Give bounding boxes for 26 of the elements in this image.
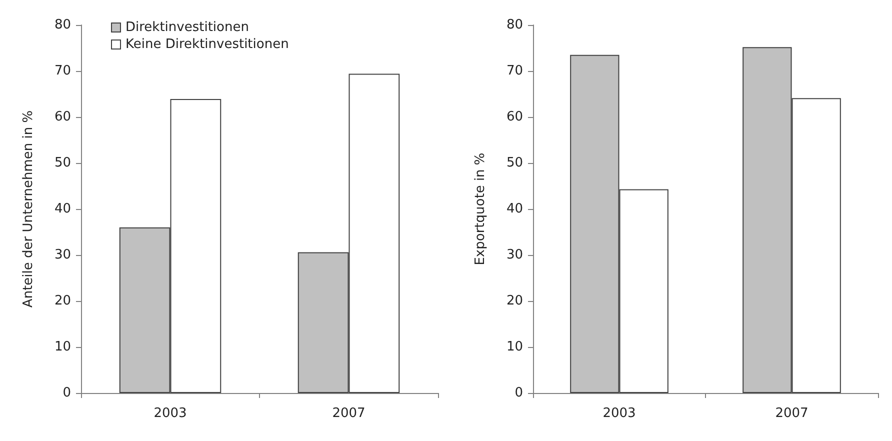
y-tick-label: 60: [506, 110, 523, 124]
x-tick-label: 2007: [775, 406, 808, 421]
y-tick-label: 70: [506, 64, 523, 78]
y-tick-label: 80: [54, 18, 71, 32]
y-tick-label: 20: [54, 294, 71, 308]
y-tick-label: 10: [506, 340, 523, 354]
y-tick-label: 0: [62, 386, 71, 400]
y-axis-title: Exportquote in %: [473, 152, 488, 266]
y-tick-label: 70: [54, 64, 71, 78]
legend-label: Direktinvestitionen: [126, 20, 249, 35]
x-tick-label: 2003: [602, 406, 636, 421]
y-tick-label: 40: [54, 202, 71, 216]
y-tick-label: 20: [506, 294, 523, 308]
y-tick-label: 30: [54, 248, 71, 262]
y-tick-label: 60: [54, 110, 71, 124]
y-tick-label: 40: [506, 202, 523, 216]
y-tick-label: 50: [54, 156, 71, 170]
y-tick-label: 0: [514, 386, 523, 400]
y-tick-label: 30: [506, 248, 523, 262]
y-axis-title: Anteile der Unternehmen in %: [21, 110, 36, 308]
y-tick-label: 80: [506, 18, 523, 32]
x-tick-label: 2003: [154, 406, 187, 421]
legend-label: Keine Direktinvestitionen: [126, 37, 289, 52]
y-tick-label: 50: [506, 156, 523, 170]
x-tick-label: 2007: [332, 406, 366, 421]
y-tick-label: 10: [54, 340, 71, 354]
